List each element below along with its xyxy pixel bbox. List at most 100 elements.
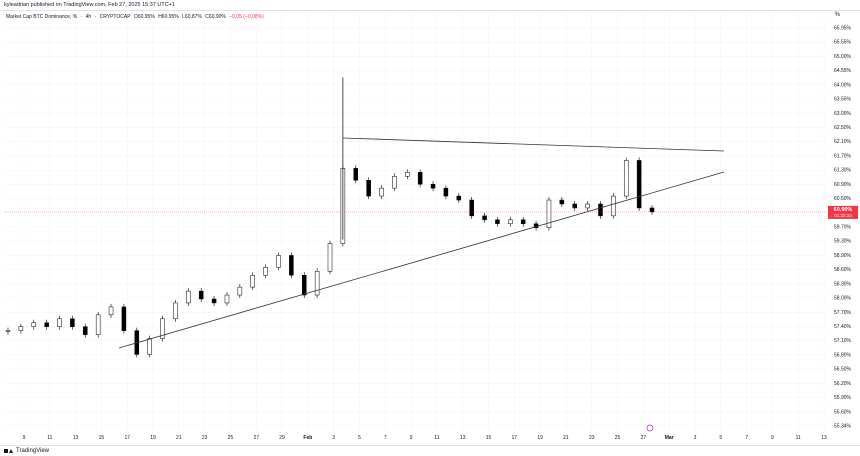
candle-body (572, 203, 577, 209)
y-tick-label: 57.40% (834, 324, 852, 330)
legend-close: C60.90% (205, 14, 226, 20)
candle-body (70, 318, 75, 327)
candle-body (649, 207, 655, 213)
x-tick-label: 3 (694, 435, 697, 441)
percent-scale-toggle[interactable]: % (834, 12, 840, 18)
candle-body (353, 168, 359, 181)
y-tick-label: 61.70% (834, 153, 852, 159)
legend-interval: 4h (85, 14, 92, 20)
x-tick-label: Mar (665, 435, 674, 441)
legend-change: −0.05 (−0.08%) (229, 14, 264, 20)
candle-body (469, 199, 474, 217)
candle-body (559, 199, 565, 205)
candle-body (327, 243, 333, 272)
footer: TradingView (4, 448, 49, 454)
y-tick-label: 63.55% (834, 97, 852, 103)
y-tick-label: 56.20% (834, 381, 852, 387)
x-tick-label: 25 (228, 435, 234, 441)
candle-body (44, 322, 49, 327)
y-tick-label: 55.90% (834, 395, 852, 401)
descending-trendline (342, 137, 725, 152)
candle-body (405, 172, 410, 177)
y-tick-label: 58.90% (834, 253, 852, 259)
y-tick-label: 58.30% (834, 281, 852, 287)
candle-body (623, 160, 629, 197)
candle-body (198, 290, 204, 300)
x-tick-label: 7 (384, 435, 387, 441)
candle-body (289, 255, 294, 276)
x-tick-label: 13 (73, 435, 79, 441)
x-tick-label: 21 (563, 435, 569, 441)
y-tick-label: 60.90% (834, 182, 852, 188)
x-tick-label: 23 (202, 435, 208, 441)
y-tick-label: 56.50% (834, 367, 852, 373)
price-badge (828, 205, 858, 219)
y-tick-label: 65.00% (834, 54, 852, 60)
candle-body (237, 286, 243, 296)
footer-brand: TradingView (16, 448, 50, 454)
candle-body (250, 274, 255, 288)
candle-body (108, 306, 114, 316)
legend-low: L60.87% (182, 14, 202, 20)
candle-body (585, 203, 590, 209)
x-tick-label: 17 (512, 435, 518, 441)
candle-body (520, 219, 526, 225)
x-tick-label: 11 (47, 435, 52, 441)
candle-body (314, 271, 320, 296)
legend-open: O60.95% (133, 14, 155, 20)
y-tick-label: 55.60% (834, 409, 852, 415)
x-tick-label: 27 (641, 435, 647, 441)
y-tick-label: 59.30% (834, 239, 852, 245)
candle-body (430, 183, 436, 189)
y-tick-label: 57.10% (834, 338, 852, 344)
price-badge-countdown: 01:22:33 (834, 213, 852, 218)
publish-line: kyleadrian published on TradingView.com,… (4, 2, 175, 8)
legend: Market Cap BTC Dominance, % · 4h · CRYPT… (6, 14, 264, 20)
x-tick-label: 9 (410, 435, 413, 441)
x-tick-label: 21 (176, 435, 182, 441)
x-tick-label: 13 (821, 435, 827, 441)
y-tick-label: 58.60% (834, 267, 852, 273)
candle-body (598, 203, 603, 217)
x-tick-label: 5 (358, 435, 361, 441)
x-tick-label: 3 (332, 435, 335, 441)
candle-body (18, 326, 24, 331)
candle-body (5, 330, 11, 332)
event-marker-icon (646, 424, 654, 432)
x-tick-label: 9 (771, 435, 774, 441)
y-tick-label: 61.30% (834, 168, 852, 174)
candle-body (417, 172, 423, 185)
candle-body (456, 195, 462, 201)
candle-body (224, 294, 230, 304)
y-tick-label: 59.70% (834, 225, 852, 231)
y-tick-label: 65.55% (834, 40, 852, 46)
y-tick-label: 58.00% (834, 296, 852, 302)
candle-body (31, 322, 37, 327)
candle-body (392, 176, 397, 189)
x-tick-label: 15 (99, 435, 105, 441)
candle-body (57, 318, 62, 327)
x-tick-label: 19 (537, 435, 543, 441)
y-tick-label: 55.34% (834, 424, 852, 430)
price-badge-value: 60.90% (834, 207, 853, 213)
x-tick-label: 15 (486, 435, 492, 441)
candle-body (443, 187, 449, 197)
candle-body (95, 314, 101, 335)
y-tick-label: 65.95% (834, 26, 852, 32)
x-tick-label: 25 (615, 435, 621, 441)
legend-high: H60.95% (158, 14, 179, 20)
x-tick-label: 13 (460, 435, 466, 441)
x-tick-label: Feb (303, 435, 312, 441)
y-tick-label: 56.80% (834, 352, 852, 358)
y-tick-label: 60.50% (834, 196, 852, 202)
x-tick-label: 5 (719, 435, 722, 441)
candle-body (83, 326, 88, 335)
candle-body (508, 219, 513, 225)
candle-body (495, 219, 500, 225)
legend-source: CRYPTOCAP (99, 14, 131, 20)
tradingview-logo-icon (4, 448, 14, 454)
candle-body (379, 187, 384, 197)
y-tick-label: 64.00% (834, 82, 852, 88)
x-tick-label: 19 (150, 435, 156, 441)
